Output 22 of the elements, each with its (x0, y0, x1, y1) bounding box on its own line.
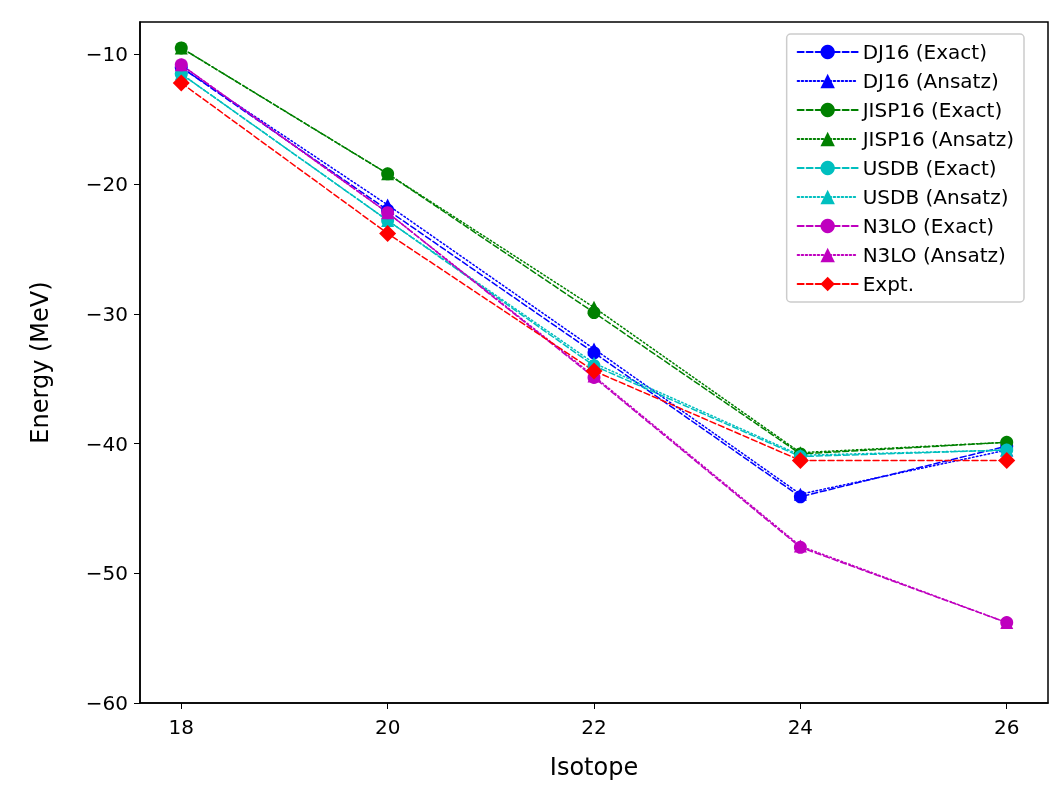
x-tick-label: 20 (374, 715, 401, 739)
legend-label: JISP16 (Exact) (860, 98, 1003, 122)
x-tick-label: 18 (168, 715, 194, 739)
legend-label: USDB (Ansatz) (862, 185, 1009, 209)
x-tick-label: 24 (787, 715, 814, 739)
y-tick-label: −60 (85, 691, 128, 715)
legend-label: DJ16 (Exact) (862, 40, 987, 64)
y-tick-label: −30 (85, 301, 128, 326)
y-tick-label: −40 (85, 431, 128, 456)
legend-label: Expt. (862, 272, 915, 296)
legend-label: N3LO (Ansatz) (862, 243, 1006, 267)
legend-label: N3LO (Exact) (862, 214, 995, 238)
y-axis-title: Energy (MeV) (26, 281, 54, 444)
x-tick-label: 22 (581, 715, 607, 739)
y-tick-label: −20 (85, 172, 128, 197)
x-tick-label: 26 (994, 715, 1020, 739)
y-tick-label: −10 (85, 42, 128, 67)
x-axis-title: Isotope (549, 753, 639, 781)
legend-label: JISP16 (Ansatz) (860, 127, 1015, 151)
legend-label: DJ16 (Ansatz) (862, 69, 999, 93)
y-tick-label: −50 (85, 561, 128, 586)
legend-label: USDB (Exact) (862, 156, 997, 180)
